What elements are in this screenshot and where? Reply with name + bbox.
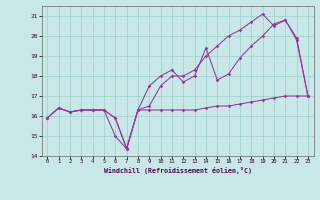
X-axis label: Windchill (Refroidissement éolien,°C): Windchill (Refroidissement éolien,°C) — [104, 167, 252, 174]
